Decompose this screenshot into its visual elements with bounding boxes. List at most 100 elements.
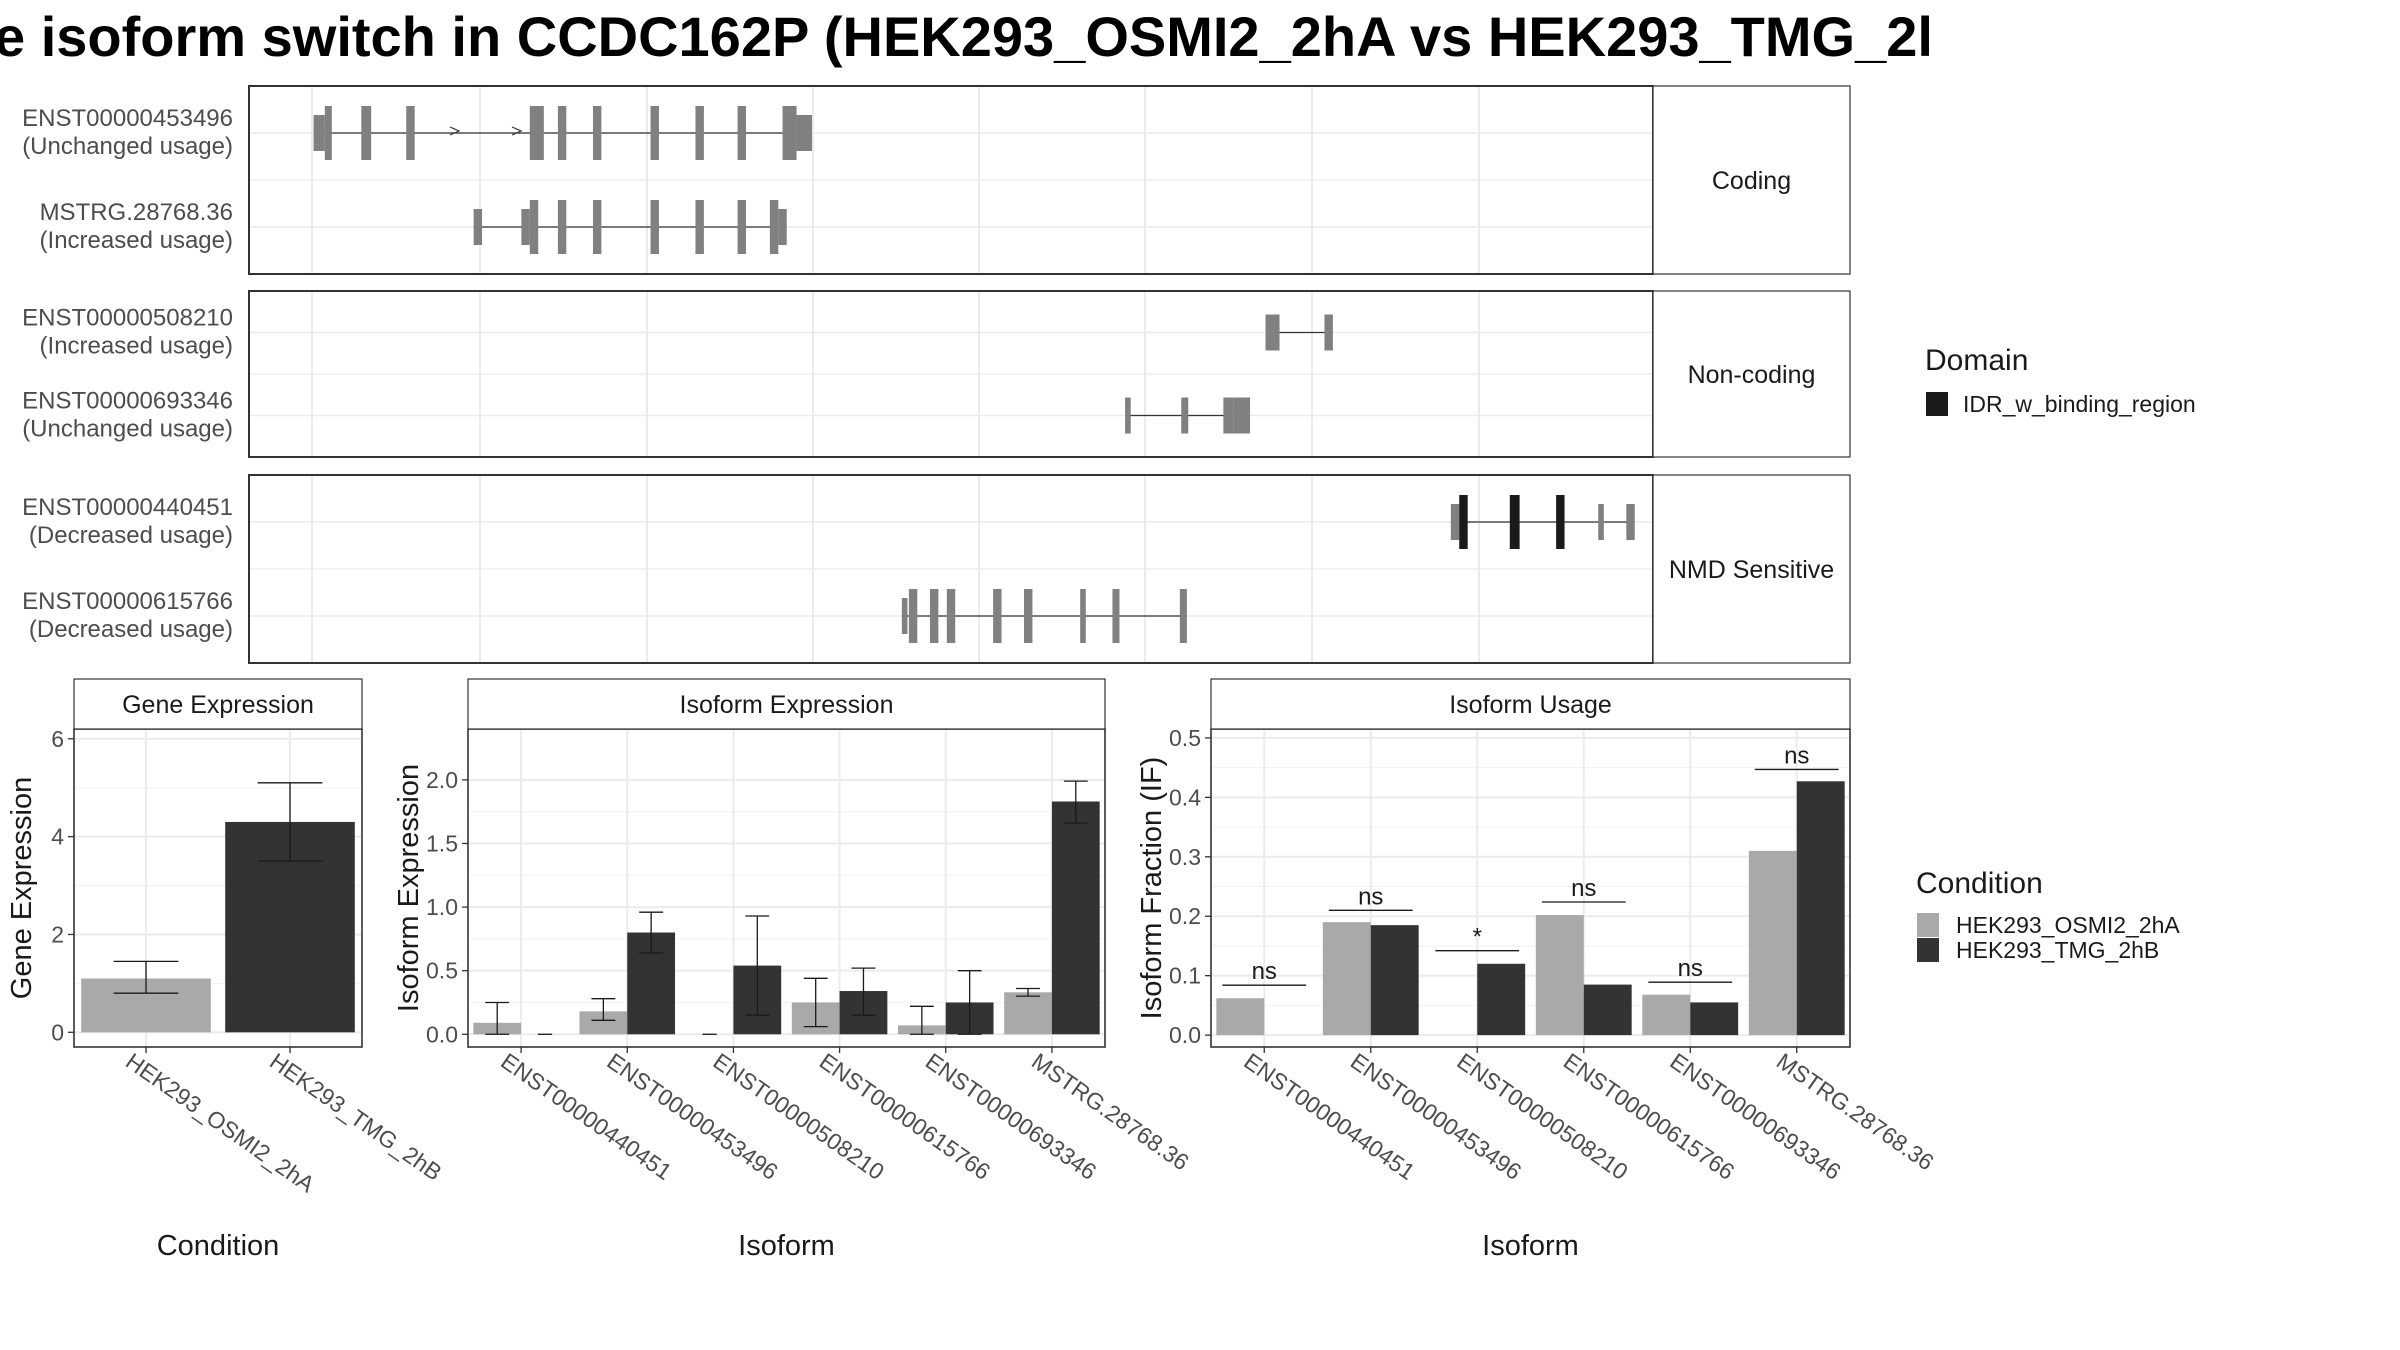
transcript-usage-label: (Decreased usage) <box>29 616 233 643</box>
exon-block <box>1598 504 1604 540</box>
exon-block <box>473 209 483 245</box>
y-tick-label: 0 <box>51 1019 64 1045</box>
exon-block <box>1556 495 1565 549</box>
x-tick-label: ENST00000693346 <box>1665 1048 1845 1185</box>
transcript-usage-label: (Increased usage) <box>40 227 233 254</box>
exon-block <box>778 209 787 245</box>
legend-label: HEK293_TMG_2hB <box>1956 937 2159 963</box>
x-tick-label: ENST00000453496 <box>602 1048 782 1185</box>
panel-strip <box>1652 474 1851 664</box>
transcript-MSTRG.28768.36: MSTRG.28768.36(Increased usage) <box>40 199 787 254</box>
transcript-id-label: ENST00000693346 <box>22 388 233 415</box>
panel-strip-label: Isoform Expression <box>680 691 894 719</box>
bar <box>1322 922 1371 1036</box>
bar <box>1583 984 1632 1036</box>
legend-domain: Domain IDR_w_binding_region <box>1925 344 2196 417</box>
transcript-ENST00000440451: ENST00000440451(Decreased usage) <box>22 494 1635 549</box>
y-tick-label: 6 <box>51 726 64 752</box>
bar <box>1642 994 1691 1036</box>
exon-block <box>993 589 1002 643</box>
transcript-id-label: ENST00000615766 <box>22 588 233 615</box>
panel-strip <box>1652 290 1851 458</box>
structure-panel-1: ENST00000453496(Unchanged usage) MSTRG.28… <box>22 85 1851 275</box>
strand-arrow <box>449 126 461 136</box>
x-tick-label: ENST00000693346 <box>921 1048 1101 1185</box>
strand-arrow <box>511 126 523 136</box>
y-tick-label: 1.0 <box>426 894 458 920</box>
y-tick-label: 0.4 <box>1169 784 1201 810</box>
y-axis-title: Gene Expression <box>6 777 38 999</box>
x-axis-title: Isoform <box>738 1230 835 1262</box>
structure-panel-2: ENST00000508210(Increased usage) ENST0000… <box>22 290 1851 458</box>
transcript-usage-label: (Unchanged usage) <box>22 416 233 443</box>
significance-label: ns <box>1252 958 1277 985</box>
exon-block <box>737 200 747 254</box>
transcript-usage-label: (Increased usage) <box>40 333 233 360</box>
exon-block <box>521 209 530 245</box>
exon-block <box>650 106 659 160</box>
figure-title: e isoform switch in CCDC162P (HEK293_OSM… <box>0 5 1933 68</box>
x-axis-title: Condition <box>157 1230 280 1262</box>
exon-block <box>529 106 544 160</box>
x-tick-label: ENST00000440451 <box>496 1048 676 1185</box>
x-tick-label: ENST00000453496 <box>1346 1048 1526 1185</box>
transcript-id-label: ENST00000453496 <box>22 105 233 132</box>
exon-block <box>1265 314 1280 351</box>
transcript-ENST00000693346: ENST00000693346(Unchanged usage) <box>22 388 1251 443</box>
panel-strip-label: Coding <box>1712 167 1791 195</box>
bar <box>1690 1002 1739 1036</box>
transcript-id-label: MSTRG.28768.36 <box>40 199 233 226</box>
significance-label: ns <box>1358 883 1383 910</box>
transcript-usage-label: (Decreased usage) <box>29 522 233 549</box>
transcript-ENST00000508210: ENST00000508210(Increased usage) <box>22 305 1333 360</box>
exon-block <box>557 200 567 254</box>
panel-strip-label: Gene Expression <box>122 691 314 719</box>
legend-key <box>1917 938 1939 962</box>
x-tick-label: ENST00000508210 <box>709 1048 889 1185</box>
y-tick-label: 2 <box>51 921 64 947</box>
x-tick-label: ENST00000615766 <box>1559 1048 1739 1185</box>
bar <box>1051 801 1100 1035</box>
exon-block <box>1450 504 1460 540</box>
exon-block <box>529 200 539 254</box>
legend-label: HEK293_OSMI2_2hA <box>1956 912 2180 938</box>
y-tick-label: 0.5 <box>426 958 458 984</box>
transcript-ENST00000453496: ENST00000453496(Unchanged usage) <box>22 105 813 160</box>
legend-label: IDR_w_binding_region <box>1963 391 2196 417</box>
y-axis-title: Isoform Expression <box>393 764 425 1012</box>
transcript-usage-label: (Unchanged usage) <box>22 133 233 160</box>
exon-block <box>901 598 908 634</box>
structure-panel-3: ENST00000440451(Decreased usage)ENST0000… <box>22 474 1851 664</box>
legend-key <box>1917 913 1939 937</box>
y-tick-label: 2.0 <box>426 767 458 793</box>
exon-block <box>1223 397 1234 434</box>
exon-block <box>695 200 704 254</box>
panel-strip-label: Isoform Usage <box>1449 691 1612 719</box>
bar <box>1370 925 1419 1036</box>
y-tick-label: 0.0 <box>1169 1022 1201 1048</box>
exon-block <box>1626 504 1635 540</box>
exon-block <box>1125 397 1131 434</box>
exon-block <box>782 106 797 160</box>
panel-strip-label: NMD Sensitive <box>1669 556 1834 584</box>
significance-label: ns <box>1678 955 1703 982</box>
significance-label: ns <box>1784 742 1809 769</box>
y-tick-label: 0.5 <box>1169 725 1201 751</box>
transcript-id-label: ENST00000440451 <box>22 494 233 521</box>
bar <box>1477 963 1526 1036</box>
bar <box>1216 998 1265 1036</box>
exon-block <box>908 589 918 643</box>
x-axis-title: Isoform <box>1482 1230 1579 1262</box>
exon-block <box>1324 314 1333 351</box>
exon-block <box>929 589 939 643</box>
bar <box>1748 850 1797 1036</box>
y-tick-label: 0.2 <box>1169 903 1201 929</box>
exon-block <box>1181 397 1189 434</box>
exon-block <box>737 106 747 160</box>
panel-strip-label: Non-coding <box>1688 361 1816 389</box>
panel-strip <box>73 678 363 730</box>
exon-block <box>406 106 415 160</box>
plot-background <box>1211 729 1850 1047</box>
exon-block <box>1080 589 1086 643</box>
